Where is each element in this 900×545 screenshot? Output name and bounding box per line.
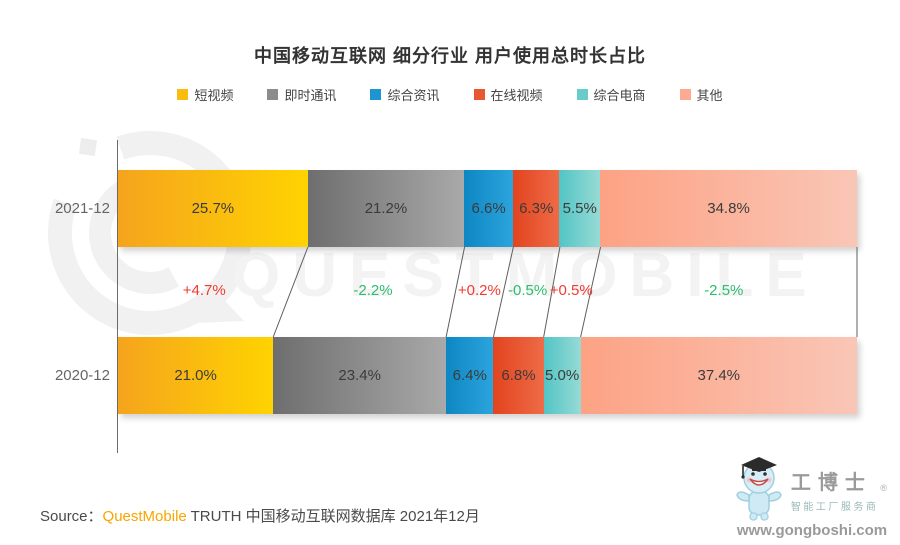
segment-value-label: 37.4%: [697, 367, 741, 384]
change-label-短视频: +4.7%: [182, 282, 226, 299]
gongboshi-brand-text: 工博士: [790, 472, 872, 494]
change-label-其他: -2.5%: [704, 282, 744, 299]
segment-即时通讯: 21.2%: [307, 170, 465, 247]
stacked-bar-2021-12: 25.7% 21.2% 6.6% 6.3% 5.5% 34.8%: [118, 170, 857, 247]
segment-value-label: 21.0%: [174, 367, 217, 384]
legend-swatch-icon: [370, 89, 382, 100]
segment-value-label: 6.8%: [501, 367, 536, 384]
legend-item-2: 综合资讯: [370, 85, 440, 104]
questmobile-watermark-text: QUESTMOBILE: [232, 241, 819, 310]
segment-即时通讯: 23.4%: [273, 337, 447, 414]
gongboshi-logo: 工博士 智能工厂服务商 ® www.gongboshi.com: [732, 453, 892, 539]
gongboshi-website: www.gongboshi.com: [736, 522, 888, 539]
change-label-综合电商: +0.5%: [549, 282, 593, 299]
legend-item-1: 即时通讯: [267, 85, 336, 104]
legend-swatch-icon: [267, 89, 279, 100]
legend-item-3: 在线视频: [473, 85, 543, 104]
legend-item-0: 短视频: [177, 85, 233, 104]
legend-swatch-icon: [177, 89, 189, 100]
segment-短视频: 25.7%: [118, 170, 308, 247]
legend-swatch-icon: [679, 89, 691, 100]
stacked-bar-2020-12: 21.0% 23.4% 6.4% 6.8% 5.0% 37.4%: [118, 337, 857, 414]
registered-trademark-icon: ®: [880, 483, 888, 493]
segment-value-label: 25.7%: [191, 200, 235, 217]
gongboshi-mascot-icon: [736, 457, 782, 521]
legend-label: 综合资讯: [387, 88, 440, 103]
source-line: Source：QuestMobile TRUTH 中国移动互联网数据库 2021…: [40, 505, 480, 526]
segment-value-label: 5.0%: [545, 367, 580, 384]
segment-value-label: 23.4%: [338, 367, 381, 384]
chart-title: 中国移动互联网 细分行业 用户使用总时长占比: [254, 46, 646, 66]
change-label-在线视频: -0.5%: [507, 282, 548, 299]
change-label-即时通讯: -2.2%: [353, 282, 393, 299]
legend-label: 即时通讯: [284, 88, 337, 103]
segment-connector-lines: [272, 247, 858, 337]
legend-label: 在线视频: [490, 88, 543, 103]
legend-item-5: 其他: [679, 85, 723, 104]
legend: 短视频 即时通讯 综合资讯 在线视频 综合电商 其他: [0, 85, 900, 104]
segment-综合电商: 5.0%: [543, 337, 581, 414]
source-prefix: Source：: [40, 508, 103, 525]
legend-swatch-icon: [576, 89, 588, 100]
segment-value-label: 6.3%: [519, 200, 554, 217]
legend-label: 综合电商: [593, 88, 646, 103]
legend-swatch-icon: [473, 89, 485, 100]
segment-value-label: 6.6%: [471, 200, 506, 217]
gongboshi-tagline: 智能工厂服务商: [790, 502, 879, 513]
segment-value-label: 21.2%: [364, 200, 408, 217]
legend-label: 短视频: [194, 88, 234, 103]
legend-label: 其他: [696, 88, 723, 103]
segment-综合资讯: 6.4%: [446, 337, 494, 414]
segment-value-label: 6.4%: [452, 367, 487, 384]
segment-在线视频: 6.3%: [512, 170, 560, 247]
segment-value-label: 34.8%: [707, 200, 750, 217]
row-label-2021-12: 2021-12: [54, 199, 110, 217]
segment-value-label: 5.5%: [562, 200, 597, 217]
row-label-2020-12: 2020-12: [54, 366, 110, 384]
source-brand: QuestMobile: [102, 508, 187, 525]
segment-短视频: 21.0%: [118, 337, 274, 414]
segment-在线视频: 6.8%: [493, 337, 544, 414]
segment-综合资讯: 6.6%: [464, 170, 513, 247]
legend-item-4: 综合电商: [576, 85, 646, 104]
segment-其他: 34.8%: [600, 170, 857, 247]
source-rest: TRUTH 中国移动互联网数据库 2021年12月: [186, 508, 480, 525]
segment-其他: 37.4%: [580, 337, 857, 414]
y-axis-line: [117, 140, 118, 453]
change-label-综合资讯: +0.2%: [457, 282, 501, 299]
segment-综合电商: 5.5%: [559, 170, 601, 247]
